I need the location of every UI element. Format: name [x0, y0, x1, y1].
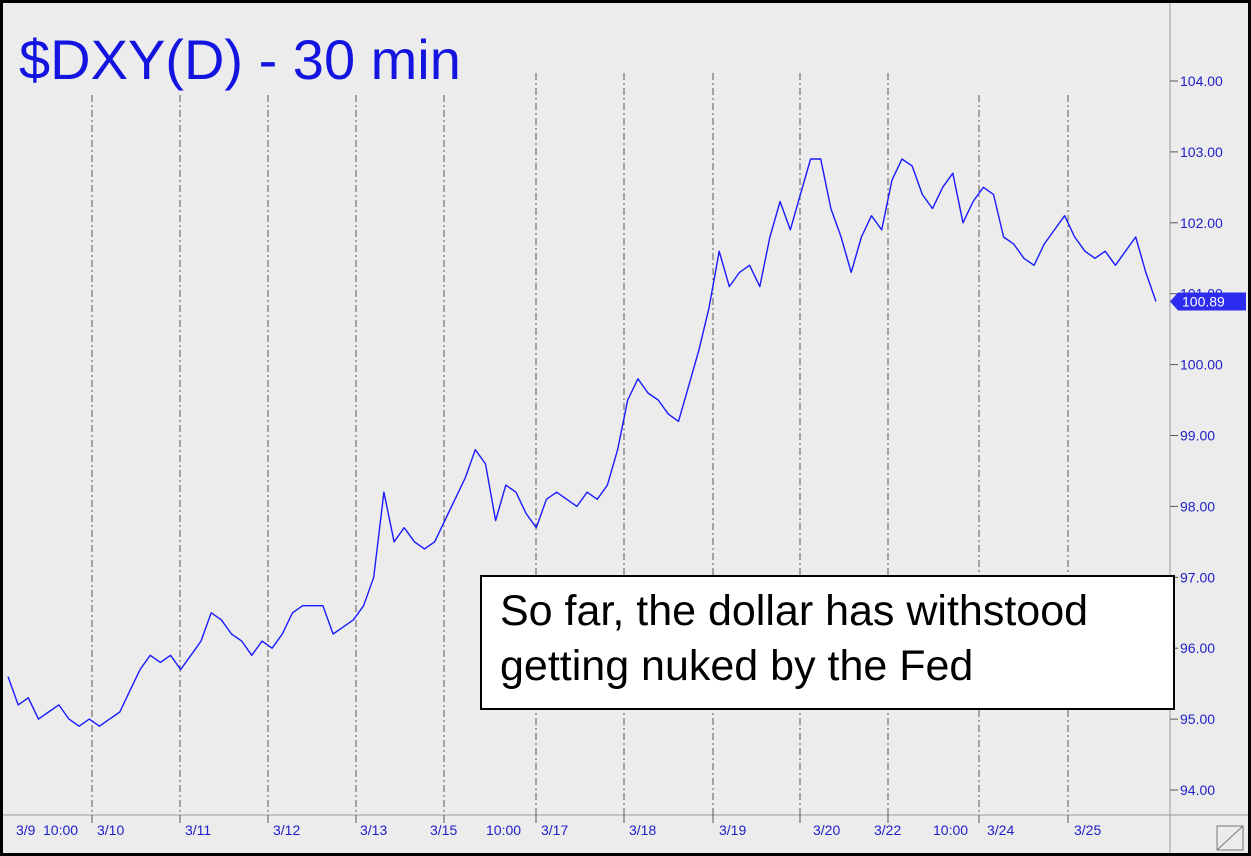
chart: 94.0095.0096.0097.0098.0099.00100.00101.…: [3, 3, 1248, 853]
x-tick-label: 3/15: [430, 822, 457, 838]
last-value-tag: [1170, 292, 1246, 311]
x-tick-label: 3/24: [987, 822, 1014, 838]
annotation-line-2: getting nuked by the Fed: [500, 642, 973, 690]
x-tick-label: 10:00: [933, 822, 968, 838]
x-tick-label: 3/11: [185, 822, 211, 838]
y-tick-label: 94.00: [1180, 782, 1215, 798]
last-value-marker: 100.89: [1170, 292, 1246, 311]
y-tick-label: 95.00: [1180, 711, 1215, 727]
annotation-line-1: So far, the dollar has withstood: [500, 587, 1088, 635]
y-tick-label: 100.00: [1180, 357, 1223, 373]
x-axis-ticks: 3/9 10:00 3/10 3/11 3/12 3/13 3/15 10:00 3/17 3/1…: [16, 822, 1101, 838]
y-tick-label: 104.00: [1180, 73, 1223, 89]
x-tick-label: 3/9: [16, 822, 36, 838]
dxy-price-line: [7, 158, 1157, 727]
y-tick-label: 99.00: [1180, 428, 1215, 444]
x-tick-label: 10:00: [486, 822, 521, 838]
x-tick-label: 3/13: [360, 822, 387, 838]
x-tick-label: 3/22: [874, 822, 901, 838]
y-tick-label: 102.00: [1180, 215, 1223, 231]
y-tick-label: 103.00: [1180, 144, 1223, 160]
vertical-gridlines: [91, 73, 1069, 823]
x-tick-label: 3/18: [629, 822, 656, 838]
y-tick-label: 96.00: [1180, 640, 1215, 656]
x-tick-label: 10:00: [43, 822, 78, 838]
annotation-box: So far, the dollar has withstood getting…: [480, 575, 1175, 710]
x-tick-label: 3/19: [719, 822, 746, 838]
x-tick-label: 3/17: [541, 822, 568, 838]
y-tick-label: 97.00: [1180, 569, 1215, 585]
y-tick-label: 98.00: [1180, 498, 1215, 514]
x-tick-label: 3/20: [813, 822, 840, 838]
annotation-box-border: [480, 575, 1175, 710]
y-axis-ticks: 94.0095.0096.0097.0098.0099.00100.00101.…: [1170, 73, 1223, 798]
x-tick-label: 3/25: [1074, 822, 1101, 838]
x-tick-label: 3/12: [273, 822, 300, 838]
last-value-label: 100.89: [1182, 293, 1225, 309]
corner-box: [1216, 825, 1244, 851]
chart-title: $DXY(D) - 30 min: [19, 28, 461, 91]
x-tick-label: 3/10: [97, 822, 124, 838]
corner-slash: [1216, 825, 1244, 851]
